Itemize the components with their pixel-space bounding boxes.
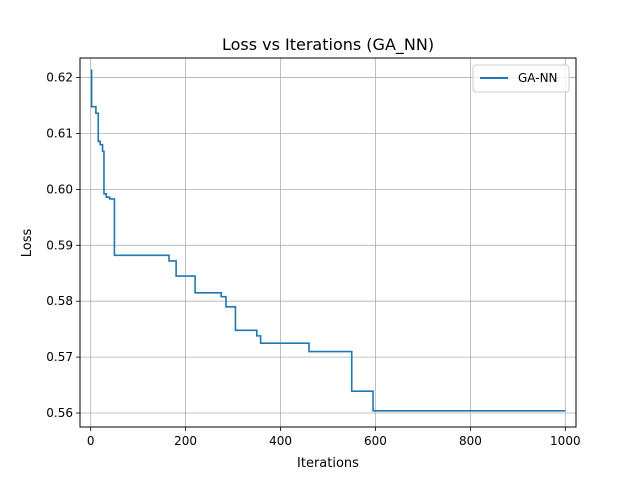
y-tick-label: 0.60 <box>46 182 73 196</box>
series-layer <box>90 69 566 412</box>
y-tick-label: 0.57 <box>46 350 73 364</box>
series-line-ga-nn <box>90 69 566 412</box>
y-axis-label: Loss <box>20 229 35 258</box>
grid-lines <box>80 58 576 427</box>
y-tick-label: 0.56 <box>46 406 73 420</box>
y-tick-label: 0.59 <box>46 238 73 252</box>
x-tick-label: 400 <box>269 434 292 448</box>
legend: GA-NN <box>472 64 570 93</box>
y-tick-label: 0.62 <box>46 71 73 85</box>
legend-label: GA-NN <box>518 71 558 85</box>
chart-title: Loss vs Iterations (GA_NN) <box>222 35 434 55</box>
x-tick-label: 200 <box>174 434 197 448</box>
x-tick-label: 600 <box>364 434 387 448</box>
axis-ticks: 0 200 400 600 800 1000 0.56 0.57 0.58 0.59 0.60 0.6… <box>46 71 580 448</box>
plot-frame <box>79 57 577 428</box>
legend-box <box>472 64 570 93</box>
x-tick-label: 800 <box>459 434 482 448</box>
x-axis-label: Iterations <box>297 456 359 471</box>
x-tick-label: 0 <box>87 434 95 448</box>
x-tick-label: 1000 <box>550 434 581 448</box>
y-tick-label: 0.58 <box>46 294 73 308</box>
y-tick-label: 0.61 <box>46 126 73 140</box>
